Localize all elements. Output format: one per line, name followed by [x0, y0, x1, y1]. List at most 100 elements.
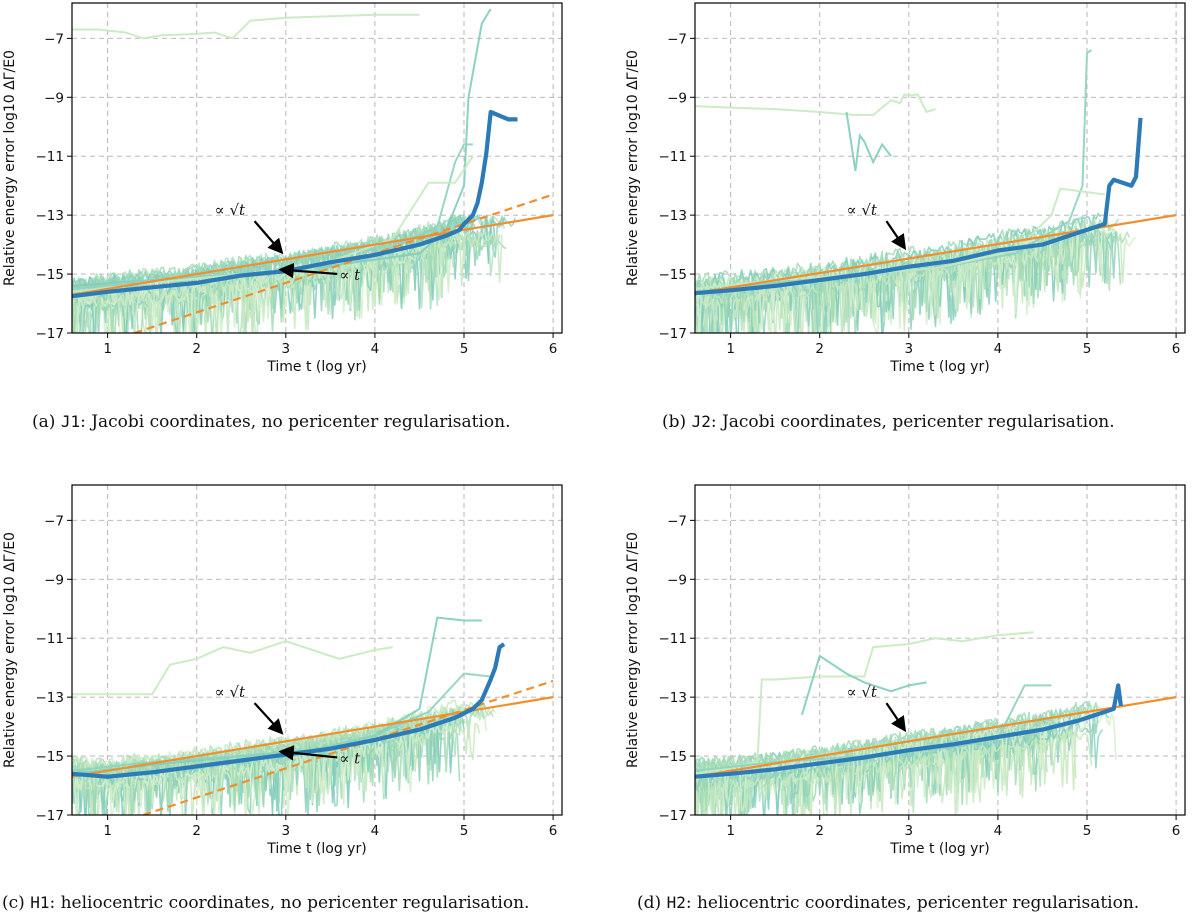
caption-c: (c) H1: heliocentric coordinates, no per… [2, 893, 529, 913]
ticks: 1 2 3 4 5 6 −17 −15 −13 −11 −9 −7 [659, 31, 1181, 357]
y-tick-label: −7 [44, 31, 64, 47]
y-tick-label: −13 [659, 208, 688, 224]
caption-d-code: H2 [666, 893, 686, 912]
x-tick-label: 5 [460, 341, 469, 357]
caption-c-prefix: (c) [2, 893, 25, 913]
plot-frame [71, 2, 563, 334]
y-tick-label: −15 [659, 749, 688, 765]
caption-b: (b) J2: Jacobi coordinates, pericenter r… [662, 412, 1115, 432]
x-tick-label: 6 [1172, 823, 1181, 839]
sample-run-line [72, 699, 474, 815]
y-tick-label: −17 [36, 808, 65, 824]
outlier-run-line [695, 187, 1105, 290]
y-tick-label: −15 [36, 267, 65, 283]
caption-b-prefix: (b) [662, 412, 687, 432]
caption-a: (a) J1: Jacobi coordinates, no pericente… [32, 412, 511, 432]
caption-d: (d) H2: heliocentric coordinates, perice… [637, 893, 1139, 913]
plot-area [695, 49, 1177, 333]
x-tick-label: 2 [192, 823, 201, 839]
y-tick-label: −7 [44, 513, 64, 529]
y-tick-label: −11 [659, 149, 688, 165]
y-tick-label: −9 [667, 90, 687, 106]
annotation-arrow [885, 702, 907, 733]
caption-d-prefix: (d) [637, 893, 662, 913]
caption-a-code: J1 [60, 412, 81, 431]
x-tick-label: 6 [549, 341, 558, 357]
ticks: 1 2 3 4 5 6 −17 −15 −13 −11 −9 −7 [36, 513, 558, 839]
ticks: 1 2 3 4 5 6 −17 −15 −13 −11 −9 −7 [36, 31, 558, 357]
y-tick-label: −13 [659, 690, 688, 706]
y-tick-label: −17 [659, 808, 688, 824]
y-tick-label: −9 [44, 90, 64, 106]
x-tick-label: 4 [994, 823, 1003, 839]
x-tick-label: 6 [1172, 341, 1181, 357]
caption-c-text: : heliocentric coordinates, no pericente… [49, 893, 530, 913]
outlier-run-line [845, 111, 892, 172]
median-line [72, 109, 518, 299]
x-tick-label: 5 [460, 823, 469, 839]
caption-c-code: H1 [30, 893, 50, 912]
y-axis-label: Relative energy error log10 ΔΓ/E0 [625, 532, 641, 768]
x-tick-label: 3 [905, 823, 914, 839]
sample-run-line [695, 728, 1093, 815]
annotation-arrow [278, 262, 338, 279]
sample-run-line [695, 242, 1064, 333]
caption-d-text: : heliocentric coordinates, pericenter r… [685, 893, 1140, 913]
x-tick-label: 3 [282, 823, 291, 839]
x-tick-label: 2 [192, 341, 201, 357]
panel-d-H2: ∝ √t 1 2 3 4 5 6 −17 −15 −13 −11 −9 −7 Time t (log yr… [625, 484, 1186, 857]
annotation-label: ∝ √t [846, 683, 877, 701]
x-tick-label: 1 [103, 341, 112, 357]
y-tick-label: −17 [659, 326, 688, 342]
x-tick-label: 6 [549, 823, 558, 839]
annotation-arrow [253, 220, 284, 255]
x-axis-label: Time t (log yr) [266, 841, 366, 857]
y-tick-label: −13 [36, 690, 65, 706]
panel-a-J1: ∝ √t ∝ t 1 2 3 4 5 6 −17 −15 −13 −11 −9 −7 Time t (log… [2, 2, 563, 375]
annotation-label: ∝ √t [215, 683, 246, 701]
x-tick-label: 3 [282, 341, 291, 357]
y-axis-label: Relative energy error log10 ΔΓ/E0 [2, 50, 18, 286]
sample-run-line [695, 218, 1119, 328]
plot-area [695, 631, 1177, 815]
y-tick-label: −11 [36, 631, 65, 647]
x-tick-label: 5 [1083, 823, 1092, 839]
annotation-label: ∝ √t [215, 201, 246, 219]
plot-area [72, 8, 554, 333]
y-tick-label: −11 [659, 631, 688, 647]
median-line [695, 117, 1143, 296]
median-line [72, 642, 506, 779]
y-tick-label: −13 [36, 208, 65, 224]
annotation-label: ∝ t [339, 266, 361, 284]
caption-b-code: J2 [691, 412, 711, 431]
x-tick-label: 1 [103, 823, 112, 839]
x-tick-label: 4 [371, 823, 380, 839]
panel-c-H1: ∝ √t ∝ t 1 2 3 4 5 6 −17 −15 −13 −11 −9 −7 Time t (log… [2, 484, 563, 857]
plot-frame [71, 484, 563, 816]
y-axis-label: Relative energy error log10 ΔΓ/E0 [2, 532, 18, 768]
y-axis-label: Relative energy error log10 ΔΓ/E0 [625, 50, 641, 286]
fit-line-sqrt [72, 214, 554, 296]
x-axis-label: Time t (log yr) [889, 359, 989, 375]
annotation-label: ∝ √t [846, 201, 877, 219]
x-tick-label: 3 [905, 341, 914, 357]
sample-run-line [695, 700, 1101, 784]
sample-run-line [695, 701, 1092, 812]
y-tick-label: −7 [667, 31, 687, 47]
outlier-run-line [695, 93, 936, 116]
plot-area [72, 616, 554, 815]
x-tick-label: 4 [371, 341, 380, 357]
x-tick-label: 2 [815, 823, 824, 839]
fit-line-linear [134, 193, 554, 333]
x-tick-label: 2 [815, 341, 824, 357]
fit-line-sqrt [695, 696, 1177, 778]
y-tick-label: −9 [667, 572, 687, 588]
median-line [695, 683, 1123, 779]
x-tick-label: 1 [726, 823, 735, 839]
y-tick-label: −15 [36, 749, 65, 765]
y-tick-label: −9 [44, 572, 64, 588]
annotation-arrow [253, 702, 284, 735]
annotation-arrow [885, 220, 907, 251]
caption-b-text: : Jacobi coordinates, pericenter regular… [710, 412, 1115, 432]
